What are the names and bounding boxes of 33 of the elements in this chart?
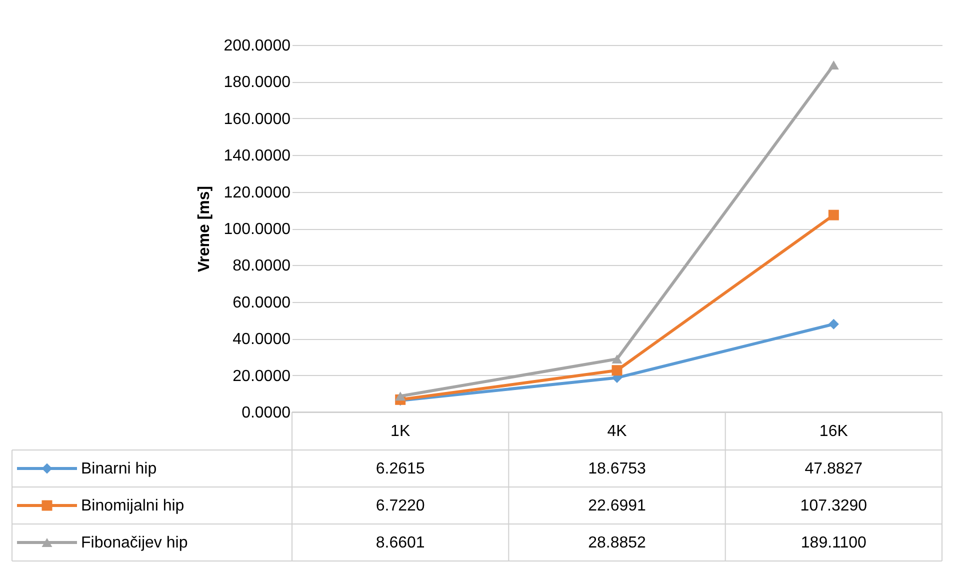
y-tick-label: 120.0000 (224, 184, 291, 202)
y-tick-label: 0.0000 (242, 404, 291, 422)
point (828, 318, 839, 330)
point (612, 365, 622, 376)
legend-label: Binomijalni hip (81, 498, 184, 514)
y-tick-label: 140.0000 (224, 148, 291, 165)
y-tick-label: 160.0000 (224, 110, 291, 128)
y-tick-label: 80.0000 (232, 258, 291, 275)
point (828, 60, 839, 70)
legend-label: Binarni hip (81, 460, 157, 478)
y-tick-label: 100.0000 (224, 221, 291, 238)
y-tick-label: 60.0000 (232, 294, 291, 312)
y-axis-title: Vreme [ms] (196, 186, 213, 272)
data-label: 8.6601 (376, 534, 425, 552)
x-tick-label: 16K (819, 423, 848, 440)
y-tick-label: 180.0000 (224, 74, 291, 92)
point (612, 354, 622, 364)
data-label: 107.3290 (800, 498, 868, 514)
y-tick-label: 20.0000 (232, 368, 291, 385)
data-label: 18.6753 (588, 460, 646, 478)
point (395, 392, 406, 401)
y-tick-label: 40.0000 (232, 331, 291, 348)
data-label: 28.8852 (588, 534, 646, 552)
point (828, 210, 839, 220)
data-label: 189.1100 (800, 534, 867, 552)
y-tick-label: 200.0000 (224, 38, 291, 54)
x-tick-label: 4K (607, 423, 628, 440)
data-label: 22.6991 (588, 498, 646, 514)
legend-label: Fibonačijev hip (81, 534, 188, 552)
data-label: 47.8827 (804, 460, 863, 478)
data-label: 6.7220 (376, 498, 425, 514)
x-tick-label: 1K (390, 423, 410, 440)
data-label: 6.2615 (376, 460, 425, 478)
